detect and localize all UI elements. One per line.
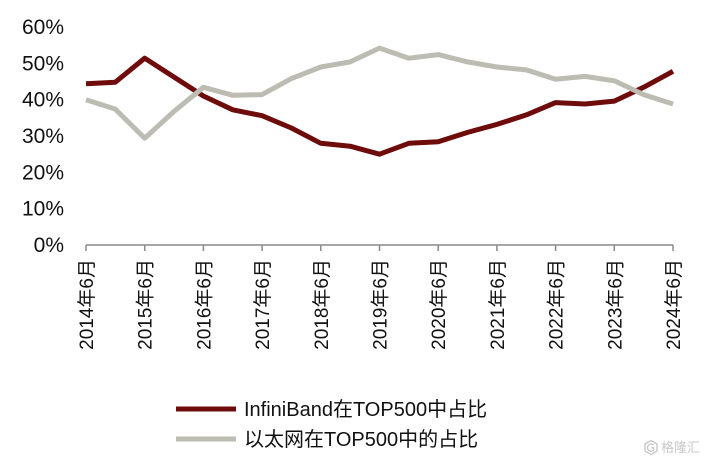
x-tick-label: 2017年6月: [252, 259, 274, 350]
x-tick-label: 2014年6月: [76, 259, 98, 350]
y-tick-label: 40%: [22, 89, 64, 112]
legend-item-infiniband: InfiniBand在TOP500中占比: [176, 398, 487, 421]
hexagon-g-icon: [644, 439, 658, 456]
y-tick-label: 50%: [22, 52, 64, 75]
legend-label-infiniband: InfiniBand在TOP500中占比: [244, 398, 487, 421]
x-axis-tick-labels: 2014年6月 2015年6月 2016年6月 2017年6月 2018年6月 2019年…: [76, 259, 685, 350]
legend: InfiniBand在TOP500中占比 以太网在TOP500中的占比: [176, 398, 487, 451]
y-tick-label: 0%: [34, 234, 64, 257]
x-tick-label: 2024年6月: [663, 259, 685, 350]
y-tick-label: 10%: [22, 198, 64, 221]
y-tick-label: 30%: [22, 125, 64, 148]
series-line-infiniband: [85, 55, 675, 157]
x-tick-label: 2021年6月: [487, 259, 509, 350]
watermark: 格隆汇: [644, 439, 700, 456]
x-tick-label: 2020年6月: [428, 259, 450, 350]
x-axis-tickmarks: [85, 245, 674, 251]
watermark-text: 格隆汇: [661, 440, 700, 455]
series-line-ethernet: [85, 45, 674, 141]
x-tick-label: 2019年6月: [370, 259, 392, 350]
legend-item-ethernet: 以太网在TOP500中的占比: [176, 428, 478, 451]
y-tick-label: 60%: [22, 16, 64, 39]
x-tick-label: 2023年6月: [604, 259, 626, 350]
series-lines: [85, 45, 675, 157]
legend-label-ethernet: 以太网在TOP500中的占比: [244, 428, 478, 451]
y-axis-tick-labels: 0% 10% 20% 30% 40% 50% 60%: [22, 16, 64, 257]
x-tick-label: 2015年6月: [135, 259, 157, 350]
x-tick-label: 2018年6月: [311, 259, 333, 350]
x-tick-label: 2016年6月: [193, 259, 215, 350]
y-tick-label: 20%: [22, 161, 64, 184]
x-tick-label: 2022年6月: [546, 259, 568, 350]
